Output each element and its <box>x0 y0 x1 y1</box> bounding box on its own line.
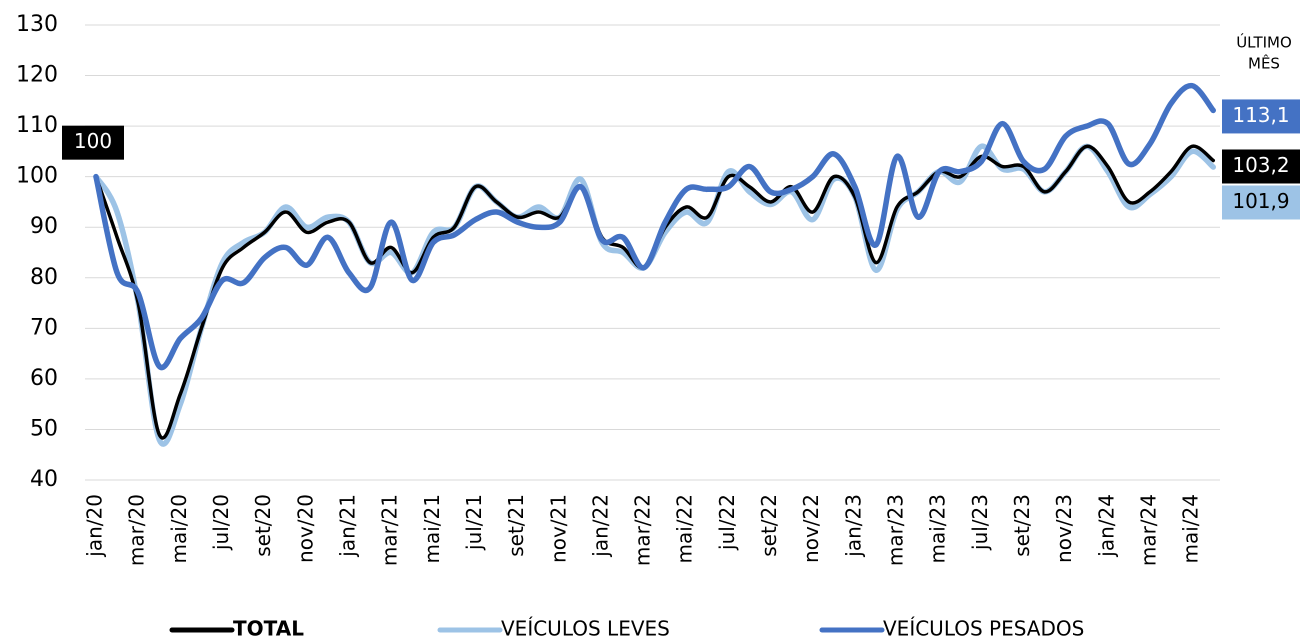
x-tick-label: mar/23 <box>884 494 908 566</box>
y-tick-label: 80 <box>30 265 58 290</box>
y-tick-label: 60 <box>30 366 58 391</box>
legend-item: VEÍCULOS LEVES <box>437 617 670 640</box>
legend-item: TOTAL <box>169 617 304 640</box>
legend-label: VEÍCULOS LEVES <box>501 617 670 640</box>
x-tick-label: mar/22 <box>631 494 655 566</box>
x-tick-label: mai/22 <box>673 494 697 563</box>
y-tick-label: 110 <box>16 113 58 138</box>
end-label-box <box>1222 149 1300 184</box>
x-tick-label: mar/21 <box>378 494 402 566</box>
x-tick-label: jul/23 <box>968 494 992 551</box>
end-label: 113,1 <box>1232 103 1289 127</box>
x-tick-label: jul/20 <box>209 494 233 551</box>
end-label-box <box>1222 185 1300 220</box>
x-tick-label: jan/21 <box>335 494 359 558</box>
x-tick-label: nov/21 <box>546 494 570 563</box>
x-tick-label: mai/21 <box>420 494 444 563</box>
y-tick-label: 120 <box>16 63 58 88</box>
x-tick-label: mai/24 <box>1179 494 1203 563</box>
annotation: ÚLTIMO <box>1236 33 1292 52</box>
x-tick-label: jan/22 <box>588 494 612 558</box>
x-tick-label: jan/20 <box>83 494 107 558</box>
x-tick-label: nov/23 <box>1052 494 1076 563</box>
x-tick-label: set/22 <box>757 494 781 557</box>
end-label: 101,9 <box>1232 189 1289 213</box>
x-tick-label: jan/23 <box>841 494 865 558</box>
end-label: 103,2 <box>1232 153 1289 177</box>
legend-label: VEÍCULOS PESADOS <box>883 617 1084 640</box>
x-tick-label: set/23 <box>1010 494 1034 557</box>
x-tick-label: nov/20 <box>293 494 317 563</box>
x-tick-label: set/20 <box>251 494 275 557</box>
x-tick-label: jul/22 <box>715 494 739 551</box>
y-tick-label: 100 <box>16 164 58 189</box>
x-tick-label: mai/23 <box>926 494 950 563</box>
y-tick-label: 40 <box>30 467 58 492</box>
y-tick-label: 70 <box>30 315 58 340</box>
y-tick-label: 90 <box>30 214 58 239</box>
x-tick-label: mar/20 <box>125 494 149 566</box>
y-tick-label: 50 <box>30 416 58 441</box>
x-tick-label: set/21 <box>504 494 528 557</box>
value-label: 100 <box>74 129 112 153</box>
y-tick-label: 130 <box>16 12 58 37</box>
legend-item: VEÍCULOS PESADOS <box>819 617 1084 640</box>
x-tick-label: jul/21 <box>462 494 486 551</box>
x-tick-label: nov/22 <box>799 494 823 563</box>
line-series <box>93 82 1216 371</box>
annotation: MÊS <box>1248 54 1280 73</box>
x-tick-label: mar/24 <box>1137 494 1161 566</box>
value-label-box <box>62 125 124 160</box>
x-tick-label: jan/24 <box>1094 494 1118 558</box>
x-tick-label: mai/20 <box>167 494 191 563</box>
end-label-box <box>1222 99 1300 134</box>
legend-label: TOTAL <box>233 617 304 640</box>
